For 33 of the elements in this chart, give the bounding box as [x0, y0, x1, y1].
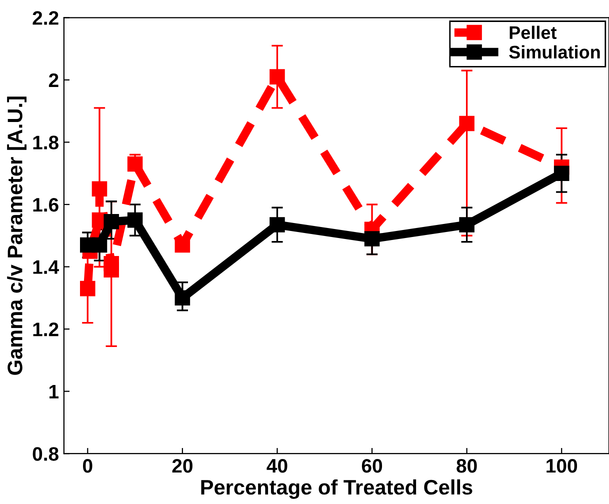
point	[80, 280, 96, 296]
point	[459, 217, 474, 232]
legend-label: Simulation	[509, 45, 600, 59]
point	[174, 290, 190, 306]
x-tick-label: 0	[83, 458, 92, 473]
y-tick-label: 0.8	[32, 447, 58, 461]
point	[92, 237, 108, 253]
point	[104, 262, 119, 278]
point	[270, 217, 285, 232]
x-axis-title: Percentage of Treated Cells	[201, 479, 472, 499]
point	[364, 231, 380, 246]
y-axis-title: Gamma c/v Parameter [A.U.]	[7, 96, 26, 375]
x-tick-label: 80	[456, 458, 477, 473]
point	[127, 156, 143, 172]
point	[104, 214, 119, 230]
legend-label: Pellet	[510, 26, 557, 40]
x-tick-label: 20	[172, 458, 192, 473]
point	[174, 237, 190, 253]
point	[92, 181, 108, 197]
y-tick-label: 1.4	[33, 260, 59, 274]
x-tick-label: 40	[266, 458, 288, 473]
x-tick-label: 100	[546, 458, 578, 473]
y-tick-label: 2	[48, 73, 58, 87]
y-tick-label: 1	[49, 384, 59, 398]
y-tick-label: 1.8	[33, 136, 58, 150]
point	[127, 212, 143, 228]
x-tick-label: 60	[362, 458, 382, 473]
point	[270, 69, 285, 84]
point	[554, 166, 570, 181]
point	[459, 116, 474, 132]
y-tick-label: 1.2	[33, 322, 58, 336]
y-tick-label: 2.2	[32, 11, 58, 25]
y-tick-label: 1.6	[33, 198, 58, 212]
